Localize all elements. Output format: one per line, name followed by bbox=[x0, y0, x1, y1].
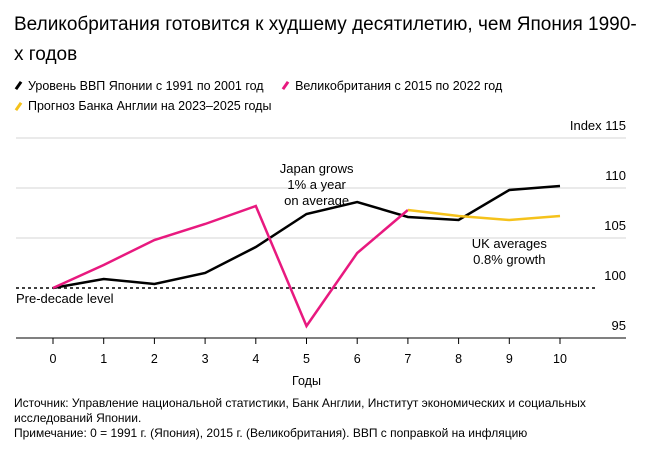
x-tick-label: 6 bbox=[354, 352, 361, 366]
chart-title: Великобритания готовится к худшему десят… bbox=[14, 14, 637, 65]
x-tick-label: 10 bbox=[553, 352, 567, 366]
x-tick-label: 2 bbox=[151, 352, 158, 366]
y-tick-label: Index 115 bbox=[570, 118, 626, 133]
x-tick-label: 8 bbox=[455, 352, 462, 366]
annotation-0: on average bbox=[284, 193, 349, 208]
source-note: Источник: Управление национальной статис… bbox=[14, 396, 654, 441]
x-tick-label: 7 bbox=[404, 352, 411, 366]
y-tick-label: 105 bbox=[604, 218, 626, 233]
x-tick-label: 1 bbox=[100, 352, 107, 366]
annotation-1: UK averages bbox=[472, 236, 548, 251]
annotation-0: 1% a year bbox=[287, 177, 346, 192]
series-line-0 bbox=[52, 184, 561, 290]
y-tick-label: 95 bbox=[612, 318, 626, 333]
source-text: Источник: Управление национальной статис… bbox=[14, 396, 586, 425]
reference-line-label: Pre-decade level bbox=[16, 291, 114, 306]
legend-label: Прогноз Банка Англии на 2023–2025 годы bbox=[28, 99, 272, 113]
annotation-0: Japan grows bbox=[280, 161, 354, 176]
x-tick-label: 0 bbox=[50, 352, 57, 366]
legend: Уровень ВВП Японии с 1991 по 2001 год Ве… bbox=[14, 74, 654, 115]
x-tick-label: 9 bbox=[506, 352, 513, 366]
y-tick-label: 110 bbox=[605, 168, 626, 183]
legend-item-forecast: Прогноз Банка Англии на 2023–2025 годы bbox=[14, 97, 271, 115]
legend-item-uk: Великобритания с 2015 по 2022 год bbox=[281, 77, 502, 95]
x-tick-label: 5 bbox=[303, 352, 310, 366]
legend-item-japan: Уровень ВВП Японии с 1991 по 2001 год bbox=[14, 77, 264, 95]
x-tick-label: 4 bbox=[252, 352, 259, 366]
x-tick-label: 3 bbox=[202, 352, 209, 366]
legend-label: Великобритания с 2015 по 2022 год bbox=[295, 78, 503, 93]
y-tick-label: 100 bbox=[604, 268, 626, 283]
x-axis-label: Годы bbox=[292, 374, 321, 388]
footnote-text: Примечание: 0 = 1991 г. (Япония), 2015 г… bbox=[14, 426, 528, 440]
legend-label: Уровень ВВП Японии с 1991 по 2001 год bbox=[28, 78, 264, 93]
series-line-1 bbox=[52, 204, 409, 329]
series-line-2 bbox=[407, 208, 561, 222]
annotation-1: 0.8% growth bbox=[473, 252, 545, 267]
